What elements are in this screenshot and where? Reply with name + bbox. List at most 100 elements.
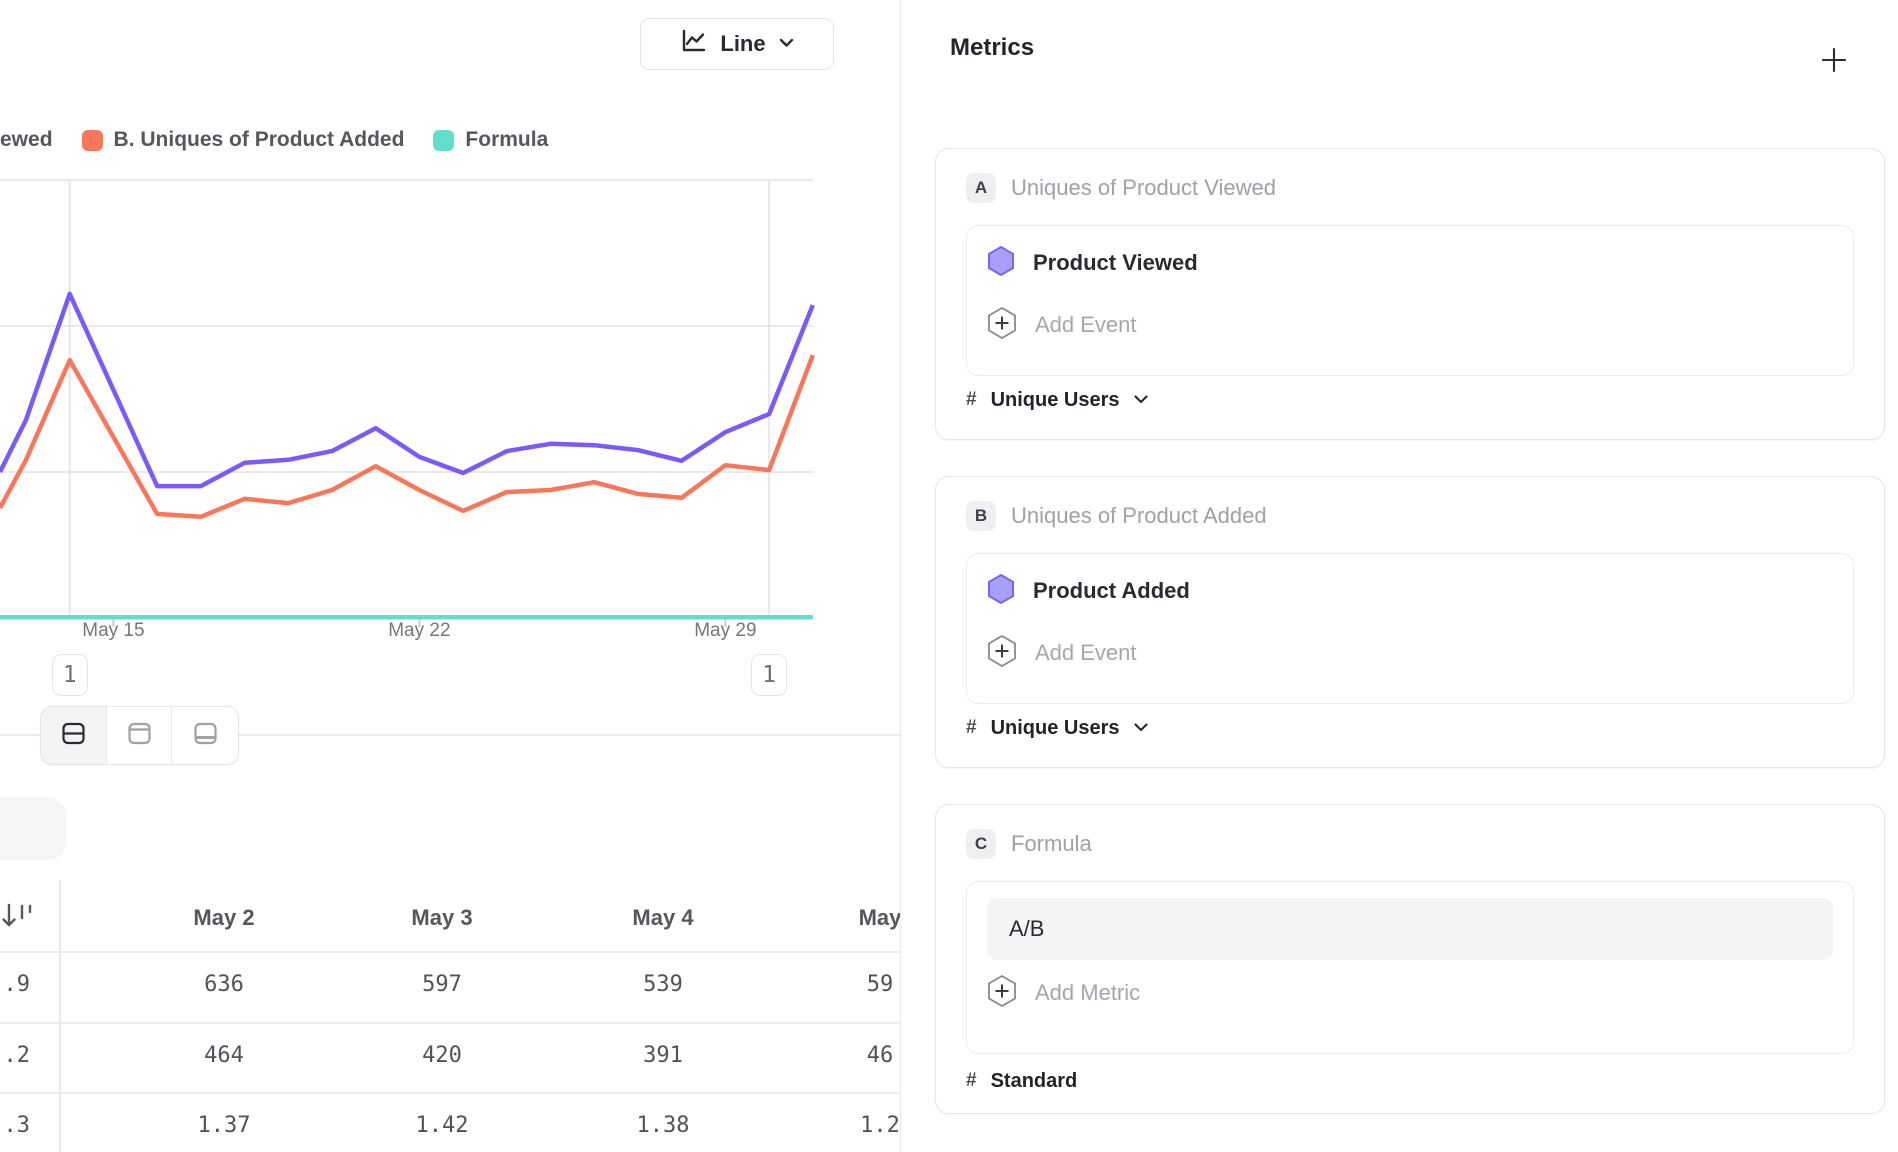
table-cell: 420 [422, 1043, 462, 1068]
x-axis-label: May 22 [388, 620, 450, 641]
table-header[interactable]: May 2 [193, 905, 255, 930]
table-header[interactable]: May [858, 905, 900, 930]
legend-item-a[interactable]: ewed [0, 128, 53, 152]
view-toggle [40, 706, 239, 765]
legend-label: ewed [0, 128, 53, 151]
x-axis-label: May 29 [694, 620, 756, 641]
hexagon-event-icon [987, 573, 1015, 610]
measure-label: Standard [990, 1069, 1078, 1092]
measure-label: Unique Users [990, 388, 1120, 411]
event-name: Product Added [1033, 578, 1190, 603]
add-metric-plus-icon[interactable] [1821, 47, 1847, 73]
legend-label: B. Uniques of Product Added [113, 128, 405, 151]
line-chart-icon [680, 29, 707, 59]
metric-card-header: A Uniques of Product Viewed [966, 173, 1276, 203]
chart-only-icon [127, 721, 152, 751]
measure-selector[interactable]: # Standard [966, 1066, 1077, 1096]
hexagon-event-icon [987, 245, 1015, 282]
add-event-label: Add Event [1035, 640, 1137, 665]
table-cell: 597 [422, 972, 462, 997]
chart-legend: ewed B. Uniques of Product Added Formula [0, 124, 577, 156]
hash-icon: # [966, 1070, 977, 1091]
metrics-panel: Metrics A Uniques of Product Viewed Prod… [901, 0, 1898, 1152]
table-cell: 1.2 [860, 1113, 900, 1138]
table-cell: 1.38 [636, 1113, 690, 1138]
row-divider [0, 951, 900, 953]
metric-badge: A [966, 173, 996, 203]
metrics-panel-title: Metrics [950, 34, 1035, 61]
add-event-button[interactable]: Add Event [987, 306, 1833, 342]
legend-item-formula[interactable]: Formula [433, 128, 548, 152]
add-metric-button[interactable]: Add Metric [987, 974, 1833, 1013]
table-only-icon [193, 721, 218, 751]
chevron-down-icon [1133, 391, 1148, 409]
frozen-column-divider [59, 880, 61, 1152]
section-divider [0, 734, 900, 736]
table-cell: 46 [866, 1043, 894, 1068]
row-head: .3 [3, 1113, 31, 1138]
legend-swatch-teal [433, 129, 455, 151]
sort-icon[interactable] [0, 901, 36, 936]
chevron-down-icon [779, 35, 794, 53]
hexagon-plus-icon [987, 634, 1017, 673]
table-cell: 1.37 [197, 1113, 251, 1138]
metric-card-a: A Uniques of Product Viewed Product View… [935, 148, 1885, 440]
event-name: Product Viewed [1033, 250, 1198, 275]
table-options-chip[interactable] [0, 797, 66, 860]
measure-selector[interactable]: # Unique Users [966, 385, 1148, 415]
metric-card-header: B Uniques of Product Added [966, 501, 1267, 531]
chart-type-button[interactable]: Line [640, 18, 834, 70]
hexagon-plus-icon [987, 974, 1017, 1013]
split-view-button[interactable] [41, 707, 107, 764]
series-line [0, 291, 815, 489]
table-header[interactable]: May 3 [411, 905, 473, 930]
event-row[interactable]: Product Added [987, 573, 1833, 610]
metric-badge: B [966, 501, 996, 531]
metric-card-c: C Formula A/B Add Metric # Standard [935, 804, 1885, 1114]
metric-title[interactable]: Uniques of Product Viewed [1011, 175, 1276, 200]
event-row[interactable]: Product Viewed [987, 245, 1833, 282]
split-view-icon [61, 721, 86, 751]
metric-card-header: C Formula [966, 829, 1092, 859]
table-cell: 539 [643, 972, 683, 997]
formula-input[interactable]: A/B [987, 898, 1833, 960]
panel-divider [900, 0, 902, 1152]
event-box: Product Viewed Add Event [966, 225, 1854, 376]
formula-box: A/B Add Metric [966, 881, 1854, 1054]
line-chart-canvas[interactable]: May 15 May 22 May 29 [0, 170, 900, 670]
metric-title[interactable]: Formula [1011, 831, 1092, 856]
legend-swatch-orange [81, 129, 103, 151]
chart-section: Line ewed B. Uniques of Product Added Fo… [0, 0, 900, 1152]
add-event-label: Add Event [1035, 312, 1137, 337]
chart-type-label: Line [720, 31, 766, 56]
metric-card-b: B Uniques of Product Added Product Added… [935, 476, 1885, 768]
table-cell: 464 [204, 1043, 244, 1068]
metric-title[interactable]: Uniques of Product Added [1011, 503, 1267, 528]
annotation-badge[interactable]: 1 [751, 654, 788, 696]
series-line [0, 354, 815, 520]
hash-icon: # [966, 717, 977, 738]
hash-icon: # [966, 389, 977, 410]
legend-label: Formula [465, 128, 549, 151]
legend-item-b[interactable]: B. Uniques of Product Added [81, 128, 405, 152]
measure-label: Unique Users [990, 716, 1120, 739]
table-cell: 391 [643, 1043, 683, 1068]
row-divider [0, 1022, 900, 1024]
row-head: .2 [3, 1043, 31, 1068]
chevron-down-icon [1133, 719, 1148, 737]
x-axis-label: May 15 [82, 620, 144, 641]
add-event-button[interactable]: Add Event [987, 634, 1833, 673]
chart-only-button[interactable] [107, 707, 173, 764]
event-box: Product Added Add Event [966, 553, 1854, 704]
annotation-badge[interactable]: 1 [51, 654, 88, 696]
metric-badge: C [966, 829, 996, 859]
table-header[interactable]: May 4 [632, 905, 694, 930]
table-cell: 1.42 [415, 1113, 469, 1138]
row-divider [0, 1092, 900, 1094]
table-cell: 59 [866, 972, 894, 997]
table-cell: 636 [204, 972, 244, 997]
measure-selector[interactable]: # Unique Users [966, 713, 1148, 743]
table-only-button[interactable] [172, 707, 238, 764]
row-head: .9 [3, 972, 31, 997]
